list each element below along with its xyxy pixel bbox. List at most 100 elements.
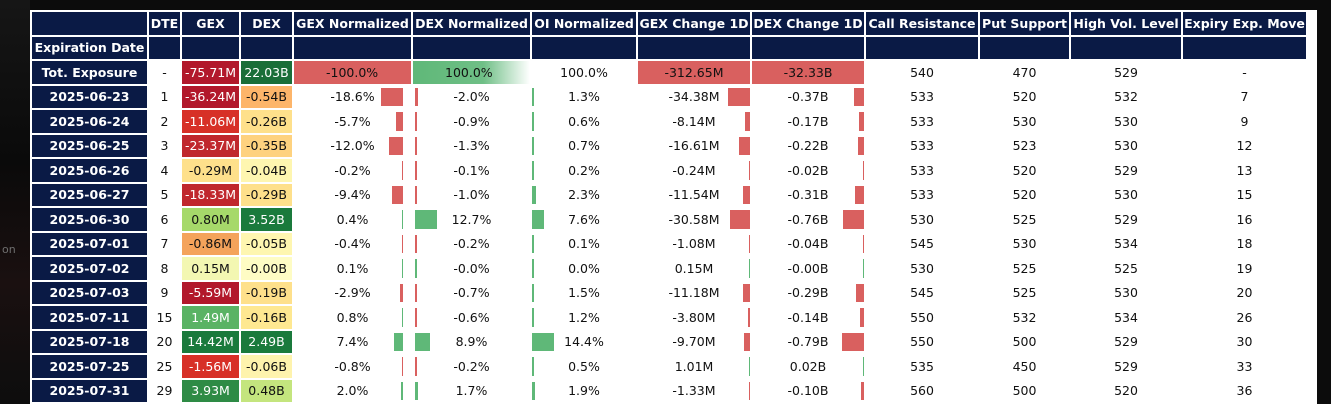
oi-normalized-cell-value: 1.3% — [568, 89, 600, 105]
dex-change-1d-cell-value: -0.04B — [787, 236, 829, 252]
gex-cell: -23.37M — [182, 134, 239, 157]
gex-normalized-cell: 0.4% — [294, 208, 411, 231]
dex-change-1d-cell-value: -0.29B — [787, 285, 829, 301]
gex-cell: 14.42M — [182, 330, 239, 353]
dex-normalized-cell: 1.7% — [413, 379, 530, 402]
dex-normalized-cell: -1.3% — [413, 134, 530, 157]
dte-cell: 5 — [149, 183, 180, 206]
gex-normalized-cell: -18.6% — [294, 85, 411, 108]
oi-normalized-cell: 14.4% — [532, 330, 636, 353]
gex-normalized-cell: -5.7% — [294, 110, 411, 133]
call-resistance-cell: 545 — [866, 232, 978, 255]
gex-normalized-cell-bar — [401, 259, 403, 278]
total-put-support-cell: 470 — [980, 61, 1069, 84]
dex-normalized-cell-bar — [415, 210, 437, 229]
high-vol-level-cell: 532 — [1071, 85, 1181, 108]
gex-change-1d-cell-bar — [748, 234, 750, 253]
dex-change-1d-cell-bar — [862, 259, 864, 278]
dex-change-1d-cell: -0.29B — [752, 281, 864, 304]
total-exposure-row: Tot. Exposure - -75.71M 22.03B -100.0% 100.0%… — [32, 61, 1306, 84]
oi-normalized-cell-value: 1.5% — [568, 285, 600, 301]
oi-normalized-cell: 0.5% — [532, 355, 636, 378]
gex-normalized-cell: 0.1% — [294, 257, 411, 280]
dex-normalized-cell: -0.0% — [413, 257, 530, 280]
dex-change-1d-cell-value: -0.02B — [787, 162, 829, 178]
dex-normalized-cell-bar — [415, 332, 431, 351]
oi-normalized-cell: 1.5% — [532, 281, 636, 304]
dex-normalized-cell-value: -0.6% — [453, 309, 490, 325]
gex-normalized-cell-value: 0.1% — [336, 260, 369, 276]
dex-change-1d-cell-value: -0.22B — [787, 138, 829, 154]
subheader-empty-cell — [1071, 36, 1181, 59]
gex-normalized-cell-bar — [394, 332, 403, 351]
gex-cell: 0.80M — [182, 208, 239, 231]
oi-normalized-cell-bar — [532, 136, 534, 155]
gex-cell: -0.86M — [182, 232, 239, 255]
expiry-exp-move-cell: 15 — [1183, 183, 1306, 206]
oi-normalized-cell-value: 2.3% — [568, 187, 600, 203]
dex-normalized-cell-bar — [415, 112, 417, 131]
expiration-row: 2025-07-31 29 3.93M 0.48B 2.0% 1.7% 1.9% -1.33M… — [32, 379, 1306, 402]
call-resistance-cell: 530 — [866, 257, 978, 280]
put-support-cell: 525 — [980, 257, 1069, 280]
gex-normalized-cell: 7.4% — [294, 330, 411, 353]
dex-cell: -0.54B — [241, 85, 292, 108]
dex-change-1d-cell-value: -0.14B — [787, 309, 829, 325]
put-support-cell: 520 — [980, 159, 1069, 182]
gex-change-1d-cell-bar — [743, 332, 750, 351]
put-support-cell: 530 — [980, 232, 1069, 255]
dex-cell: 3.52B — [241, 208, 292, 231]
oi-normalized-cell: 0.0% — [532, 257, 636, 280]
gex-change-1d-cell: -11.18M — [638, 281, 750, 304]
subheader-expiration-date: Expiration Date — [32, 36, 147, 59]
subheader-empty-cell — [638, 36, 750, 59]
gex-change-1d-cell: -34.38M — [638, 85, 750, 108]
oi-normalized-cell-value: 0.0% — [568, 260, 600, 276]
high-vol-level-cell: 530 — [1071, 134, 1181, 157]
call-resistance-cell: 533 — [866, 183, 978, 206]
column-header-dex-change-1d: DEX Change 1D — [752, 12, 864, 35]
high-vol-level-cell: 529 — [1071, 159, 1181, 182]
column-header-gex-change-1d: GEX Change 1D — [638, 12, 750, 35]
dex-normalized-cell: -0.6% — [413, 306, 530, 329]
dex-change-1d-cell-value: -0.10B — [787, 383, 829, 399]
expiration-date-cell: 2025-06-25 — [32, 134, 147, 157]
dex-normalized-cell-bar — [415, 136, 418, 155]
oi-normalized-cell-value: 1.2% — [568, 309, 600, 325]
oi-normalized-cell-value: 1.9% — [568, 383, 600, 399]
gex-normalized-cell: -0.2% — [294, 159, 411, 182]
subheader-empty-cell — [532, 36, 636, 59]
oi-normalized-cell-bar — [532, 234, 534, 253]
subheader-empty-cell — [182, 36, 239, 59]
dex-normalized-cell-value: -0.7% — [453, 285, 490, 301]
dex-normalized-cell: -0.1% — [413, 159, 530, 182]
subheader-empty-cell — [413, 36, 530, 59]
gex-cell: 3.93M — [182, 379, 239, 402]
put-support-cell: 523 — [980, 134, 1069, 157]
oi-normalized-cell: 0.1% — [532, 232, 636, 255]
dex-change-1d-cell-value: -0.00B — [787, 260, 829, 276]
total-high-vol-level-cell: 529 — [1071, 61, 1181, 84]
expiration-date-cell: 2025-06-23 — [32, 85, 147, 108]
put-support-cell: 525 — [980, 208, 1069, 231]
oi-normalized-cell: 1.3% — [532, 85, 636, 108]
gex-normalized-cell-value: -0.8% — [334, 358, 371, 374]
call-resistance-cell: 533 — [866, 110, 978, 133]
dex-normalized-cell-bar — [415, 308, 417, 327]
call-resistance-cell: 530 — [866, 208, 978, 231]
subheader-row: Expiration Date — [32, 36, 1306, 59]
expiration-date-cell: 2025-06-27 — [32, 183, 147, 206]
oi-normalized-cell-bar — [532, 210, 544, 229]
expiration-row: 2025-06-26 4 -0.29M -0.04B -0.2% -0.1% 0.2% -0.… — [32, 159, 1306, 182]
exposure-table: DTE GEX DEX GEX Normalized DEX Normalized OI … — [30, 10, 1308, 404]
dex-change-1d-cell: -0.79B — [752, 330, 864, 353]
dex-change-1d-cell-bar — [855, 185, 864, 204]
gex-normalized-cell-bar — [401, 234, 403, 253]
expiration-date-cell: 2025-07-11 — [32, 306, 147, 329]
dex-change-1d-cell: -0.10B — [752, 379, 864, 402]
gex-change-1d-cell-bar — [748, 381, 750, 400]
gex-change-1d-cell: -3.80M — [638, 306, 750, 329]
oi-normalized-cell-value: 0.5% — [568, 358, 600, 374]
oi-normalized-cell-bar — [532, 259, 534, 278]
dex-change-1d-cell: -0.00B — [752, 257, 864, 280]
